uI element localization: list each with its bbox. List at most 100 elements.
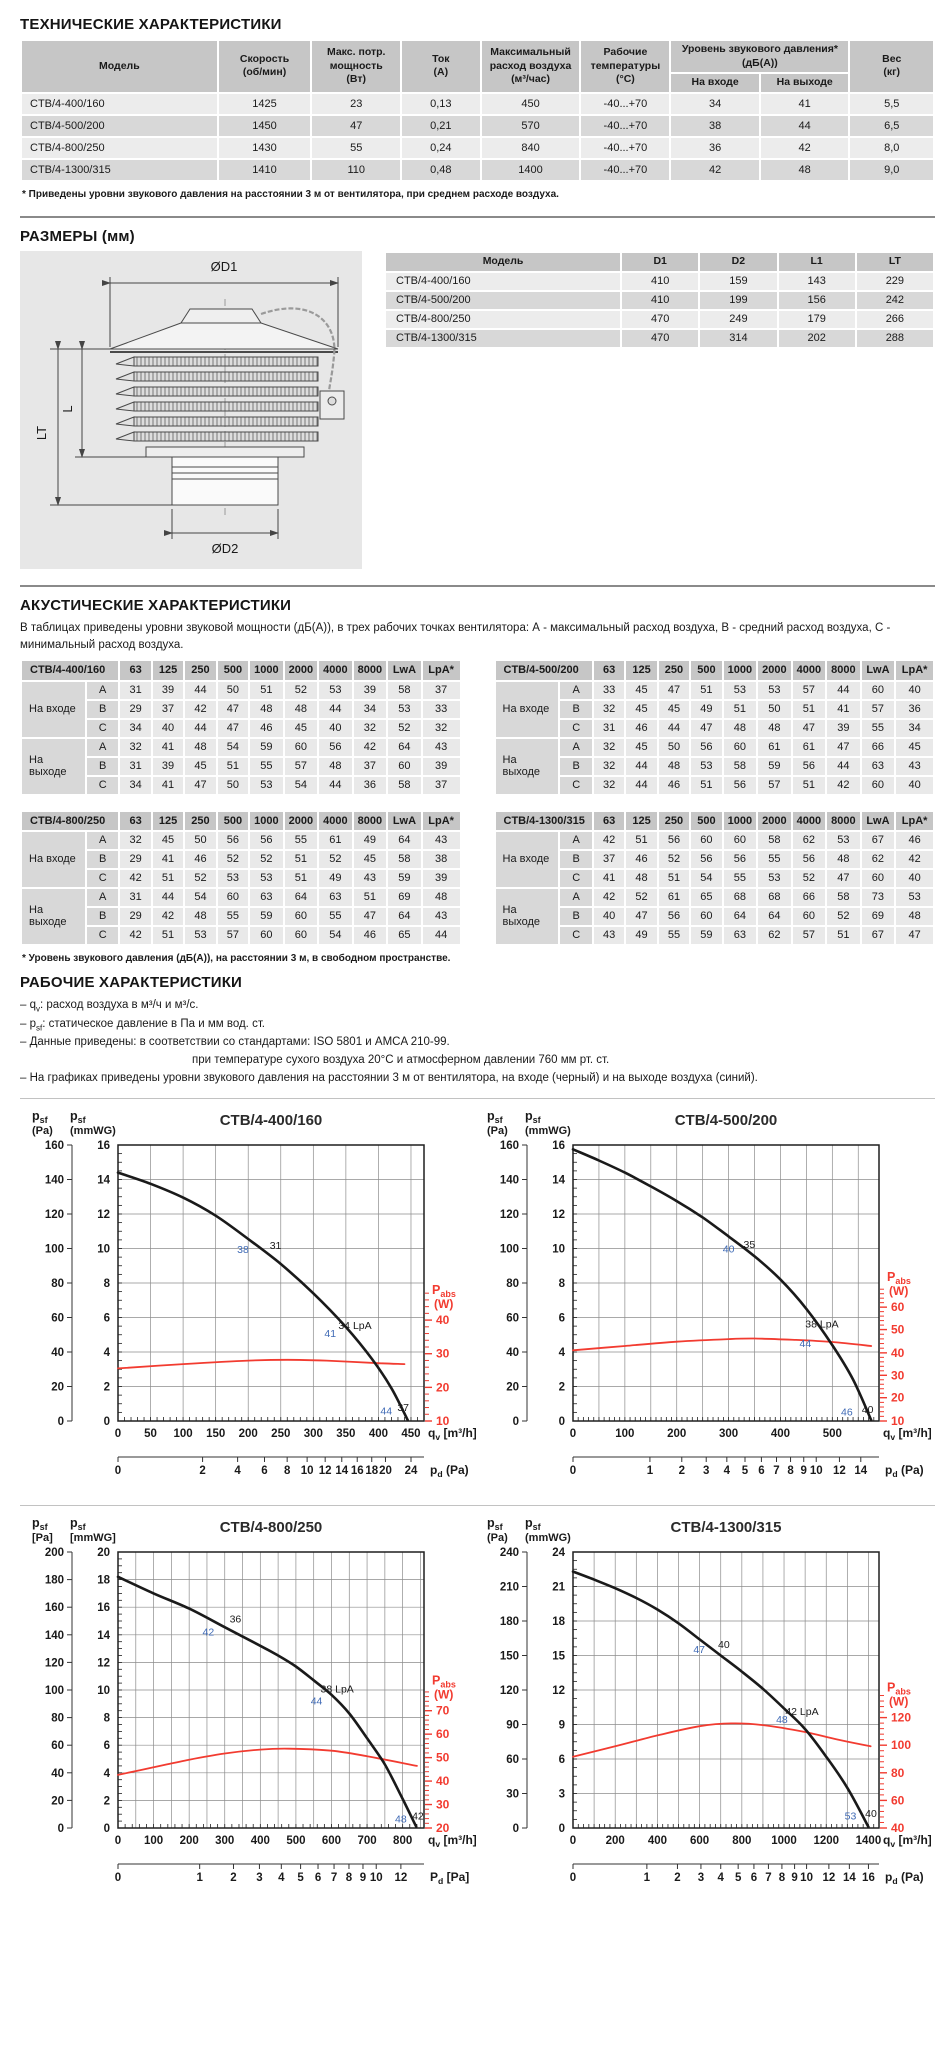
- svg-text:(Pa): (Pa): [487, 1532, 508, 1544]
- header-line: Ток: [432, 52, 450, 65]
- point-cell: B: [560, 850, 592, 868]
- svg-text:100: 100: [615, 1428, 634, 1440]
- value-cell: 53: [758, 681, 791, 699]
- table-row: CTB/4-500/200 410 199 156 242: [386, 291, 933, 309]
- svg-text:2: 2: [679, 1465, 685, 1477]
- svg-text:5: 5: [297, 1872, 304, 1884]
- value-cell: 55: [319, 907, 352, 925]
- value-cell: 49: [319, 869, 352, 887]
- value-cell: 410: [622, 272, 699, 290]
- charts-divider: [20, 1097, 935, 1099]
- svg-text:20: 20: [436, 1380, 450, 1394]
- value-cell: 51: [827, 926, 860, 944]
- svg-text:10: 10: [810, 1465, 823, 1477]
- value-cell: 0,21: [402, 115, 480, 136]
- value-cell: 450: [481, 93, 580, 114]
- value-cell: 33: [422, 700, 460, 718]
- svg-text:1: 1: [196, 1872, 203, 1884]
- svg-text:300: 300: [719, 1428, 738, 1440]
- svg-text:41: 41: [324, 1328, 336, 1340]
- svg-text:38 LpA: 38 LpA: [321, 1683, 354, 1695]
- value-cell: 39: [422, 757, 460, 775]
- point-cell: B: [86, 757, 119, 775]
- pd-axis: [117, 1863, 424, 1869]
- header-line: температуры: [590, 59, 661, 72]
- svg-text:psf: psf: [32, 1516, 49, 1532]
- svg-text:47: 47: [693, 1643, 705, 1655]
- svg-text:90: 90: [506, 1719, 519, 1731]
- svg-text:20: 20: [51, 1381, 64, 1393]
- value-cell: 60: [284, 907, 318, 925]
- value-cell: 56: [250, 831, 283, 849]
- value-cell: 60: [723, 831, 757, 849]
- svg-text:psf: psf: [487, 1109, 504, 1125]
- table-row: На входе A 31 39 44 50 51 52 53 39 58 37: [22, 681, 460, 737]
- svg-text:16: 16: [552, 1140, 565, 1152]
- value-cell: -40...+70: [581, 137, 670, 158]
- value-cell: 29: [120, 700, 151, 718]
- freq-header: 1000: [250, 661, 283, 680]
- value-cell: 410: [622, 291, 699, 309]
- point-cell: A: [560, 738, 592, 756]
- freq-header: 63: [593, 811, 625, 830]
- value-cell: 34: [120, 719, 151, 737]
- value-cell: 48: [758, 719, 791, 737]
- svg-text:400: 400: [369, 1428, 388, 1440]
- value-cell: 57: [758, 776, 791, 794]
- value-cell: 1425: [218, 93, 311, 114]
- value-cell: 50: [217, 681, 249, 699]
- svg-text:CTB/4-400/160: CTB/4-400/160: [220, 1112, 323, 1129]
- svg-text:30: 30: [436, 1346, 450, 1360]
- freq-header: 500: [217, 661, 249, 680]
- svg-text:12: 12: [833, 1465, 846, 1477]
- header-line: мощность: [329, 59, 383, 72]
- svg-text:0: 0: [115, 1465, 121, 1477]
- freq-header: 250: [658, 661, 690, 680]
- header-line: Вес: [882, 52, 902, 65]
- svg-text:psf: psf: [525, 1109, 542, 1125]
- table-row: C 42 51 53 57 60 60 54 46 65 44: [22, 926, 460, 944]
- svg-text:42: 42: [203, 1626, 215, 1638]
- svg-text:Pd [Pa]: Pd [Pa]: [430, 1870, 469, 1886]
- header-line: (об/мин): [242, 66, 287, 79]
- value-cell: 51: [353, 888, 387, 906]
- value-cell: 59: [388, 869, 421, 887]
- acoustic-table-1: CTB/4-400/160 63 125 250 500 1000 2000 4000 8000…: [20, 659, 462, 795]
- point-cell: C: [86, 776, 119, 794]
- svg-text:80: 80: [51, 1712, 64, 1724]
- value-cell: 39: [422, 869, 460, 887]
- freq-header: 250: [185, 811, 216, 830]
- svg-text:50: 50: [891, 1322, 905, 1336]
- svg-text:100: 100: [174, 1428, 193, 1440]
- svg-text:6: 6: [559, 1754, 565, 1766]
- value-cell: 46: [353, 926, 387, 944]
- svg-text:80: 80: [51, 1278, 64, 1290]
- performance-chart-CTB/4-400/160: CTB/4-400/160psf(Pa)psf(mmWG)02468101214…: [32, 1109, 476, 1479]
- column-header: Вес (кг): [850, 41, 933, 92]
- svg-text:30: 30: [506, 1788, 519, 1800]
- svg-text:210: 210: [500, 1581, 519, 1593]
- value-cell: 56: [691, 850, 722, 868]
- value-cell: 51: [217, 757, 249, 775]
- value-cell: 47: [896, 926, 933, 944]
- value-cell: 31: [593, 719, 625, 737]
- value-cell: 45: [284, 719, 318, 737]
- gridlines: [118, 1144, 424, 1421]
- acoustic-table-head: CTB/4-500/200 63 125 250 500 1000 2000 4000 8000…: [495, 661, 933, 680]
- svg-text:qv [m³/h]: qv [m³/h]: [428, 1833, 476, 1849]
- freq-header: 500: [691, 661, 722, 680]
- svg-text:100: 100: [45, 1685, 64, 1697]
- value-cell: 31: [120, 681, 151, 699]
- svg-text:(W): (W): [889, 1694, 908, 1708]
- svg-text:0: 0: [104, 1416, 110, 1428]
- value-cell: 179: [778, 310, 855, 328]
- svg-text:8: 8: [779, 1872, 786, 1884]
- value-cell: 53: [723, 681, 757, 699]
- value-cell: 66: [792, 888, 826, 906]
- svg-text:400: 400: [648, 1835, 667, 1847]
- power-curve: [117, 1747, 418, 1776]
- svg-text:800: 800: [393, 1835, 412, 1847]
- svg-text:40: 40: [862, 1403, 874, 1415]
- value-cell: 199: [700, 291, 777, 309]
